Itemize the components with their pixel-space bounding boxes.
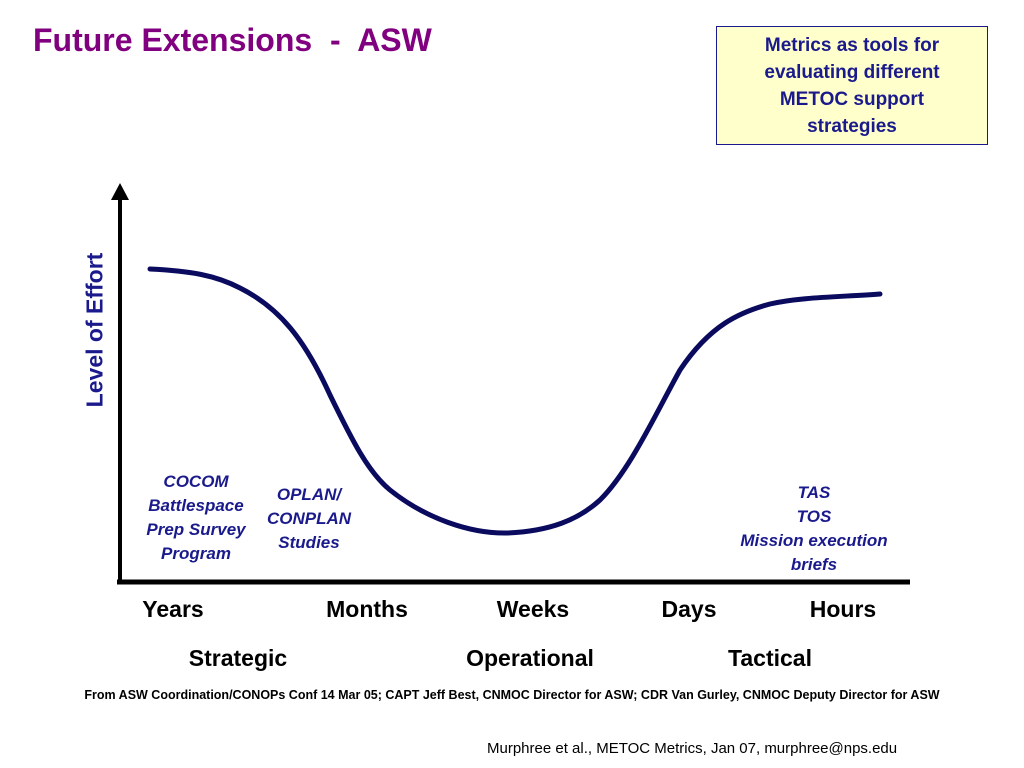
tick-months: Months <box>326 596 408 622</box>
effort-curve <box>147 266 883 536</box>
footer-credit: Murphree et al., METOC Metrics, Jan 07, … <box>487 740 898 757</box>
note-text: Metrics as tools for evaluating differen… <box>764 32 939 140</box>
annotation-line: Studies <box>278 533 340 552</box>
annotation-line: Mission execution <box>740 531 888 550</box>
annotation-tas: TAS TOS Mission execution briefs <box>740 481 887 577</box>
annotation-line: TOS <box>796 507 832 526</box>
tick-weeks: Weeks <box>496 596 570 622</box>
phase-operational: Operational <box>466 645 594 671</box>
annotation-oplan: OPLAN/ CONPLAN Studies <box>267 483 351 555</box>
annotation-line: Prep Survey <box>146 520 246 539</box>
tick-days: Days <box>661 596 717 622</box>
note-box: Metrics as tools for evaluating differen… <box>716 26 988 145</box>
annotation-line: CONPLAN <box>266 509 352 528</box>
annotation-line: Battlespace <box>148 496 244 515</box>
annotation-line: briefs <box>790 555 838 574</box>
note-line: strategies <box>807 115 897 137</box>
tick-hours: Hours <box>809 596 877 622</box>
phase-tactical: Tactical <box>728 645 812 671</box>
annotation-cocom: COCOM Battlespace Prep Survey Program <box>146 470 245 566</box>
source-citation: From ASW Coordination/CONOPs Conf 14 Mar… <box>84 688 940 702</box>
note-line: METOC support <box>779 88 925 110</box>
tick-years: Years <box>142 596 204 622</box>
annotation-line: TAS <box>797 483 831 502</box>
slide-title: Future Extensions - ASW <box>33 22 432 58</box>
y-axis-arrowhead <box>111 183 129 200</box>
note-line: Metrics as tools for <box>764 34 940 56</box>
annotation-line: OPLAN/ <box>276 485 342 504</box>
phase-strategic: Strategic <box>188 645 288 671</box>
annotation-line: Program <box>161 544 231 563</box>
annotation-line: COCOM <box>163 472 229 491</box>
note-line: evaluating different <box>764 61 940 83</box>
